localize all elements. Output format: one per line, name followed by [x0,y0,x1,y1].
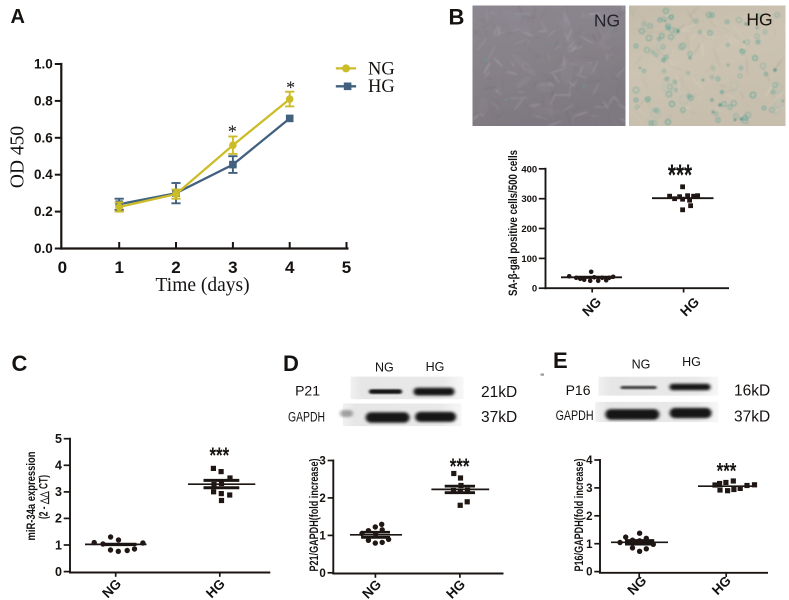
svg-text:2: 2 [171,258,180,277]
svg-text:***: *** [209,443,229,468]
svg-text:B: B [449,5,465,30]
svg-text:*: * [228,122,237,142]
svg-text:0.4: 0.4 [34,167,53,182]
svg-text:(2 - △△ CT): (2 - △△ CT) [38,475,50,519]
svg-text:P21/GAPDH(fold increase): P21/GAPDH(fold increase) [307,459,321,572]
svg-text:HG: HG [426,360,445,374]
svg-text:1.0: 1.0 [34,57,53,72]
svg-text:Time (days): Time (days) [156,275,250,296]
svg-text:4: 4 [285,258,295,277]
svg-text:5: 5 [55,432,62,446]
svg-text:D: D [283,351,299,376]
svg-text:P16: P16 [566,382,591,398]
svg-text:0: 0 [58,258,67,277]
svg-text:5: 5 [342,258,351,277]
svg-text:HG: HG [368,77,395,97]
svg-text:4: 4 [586,455,593,467]
svg-text:2: 2 [319,493,325,505]
svg-text:P16/GAPDH(fold increase): P16/GAPDH(fold increase) [572,459,586,572]
svg-text:1: 1 [114,258,123,277]
svg-text:NG: NG [375,361,394,375]
svg-text:2: 2 [586,511,592,523]
svg-text:3: 3 [55,485,62,499]
svg-text:1: 1 [55,538,62,552]
svg-text:NG: NG [632,358,651,372]
svg-text:1: 1 [319,531,326,543]
svg-text:HG: HG [682,355,701,369]
svg-text:0: 0 [532,284,537,295]
svg-text:37kD: 37kD [734,409,770,426]
svg-text:0: 0 [586,567,592,579]
svg-text:0.6: 0.6 [34,130,53,145]
svg-text:400: 400 [521,164,537,175]
svg-text:A: A [11,6,25,28]
svg-text:NG: NG [594,11,620,31]
svg-text:***: *** [717,458,737,483]
svg-text:SA-β-gal positive cells/500 ce: SA-β-gal positive cells/500 cells [506,150,520,296]
svg-text:4: 4 [55,459,62,473]
svg-text:***: *** [668,159,693,192]
svg-text:P21: P21 [295,383,320,399]
svg-text:C: C [12,351,28,376]
svg-text:3: 3 [319,456,325,468]
svg-text:0.0: 0.0 [34,241,53,256]
svg-text:OD 450: OD 450 [8,126,29,188]
svg-text:miR-34a expression: miR-34a expression [26,452,38,541]
svg-text:1: 1 [586,539,593,551]
svg-text:***: *** [450,454,470,479]
svg-text:GAPDH: GAPDH [288,410,325,425]
svg-text:37kD: 37kD [481,409,517,426]
svg-text:0.8: 0.8 [34,93,53,108]
svg-text:0: 0 [319,568,325,580]
svg-text:16kD: 16kD [734,383,770,400]
svg-text:300: 300 [521,194,537,205]
svg-text:0: 0 [55,565,62,579]
svg-text:100: 100 [521,254,537,265]
svg-text:NG: NG [368,59,395,79]
svg-text:0.2: 0.2 [34,204,53,219]
svg-text:3: 3 [586,483,592,495]
svg-text:21kD: 21kD [481,384,517,401]
svg-text:HG: HG [746,10,772,30]
svg-text:E: E [553,348,568,373]
svg-text:3: 3 [228,258,237,277]
svg-text:200: 200 [521,224,537,235]
svg-text:2: 2 [55,512,62,526]
svg-text:*: * [286,77,295,97]
svg-text:GAPDH: GAPDH [556,408,594,423]
